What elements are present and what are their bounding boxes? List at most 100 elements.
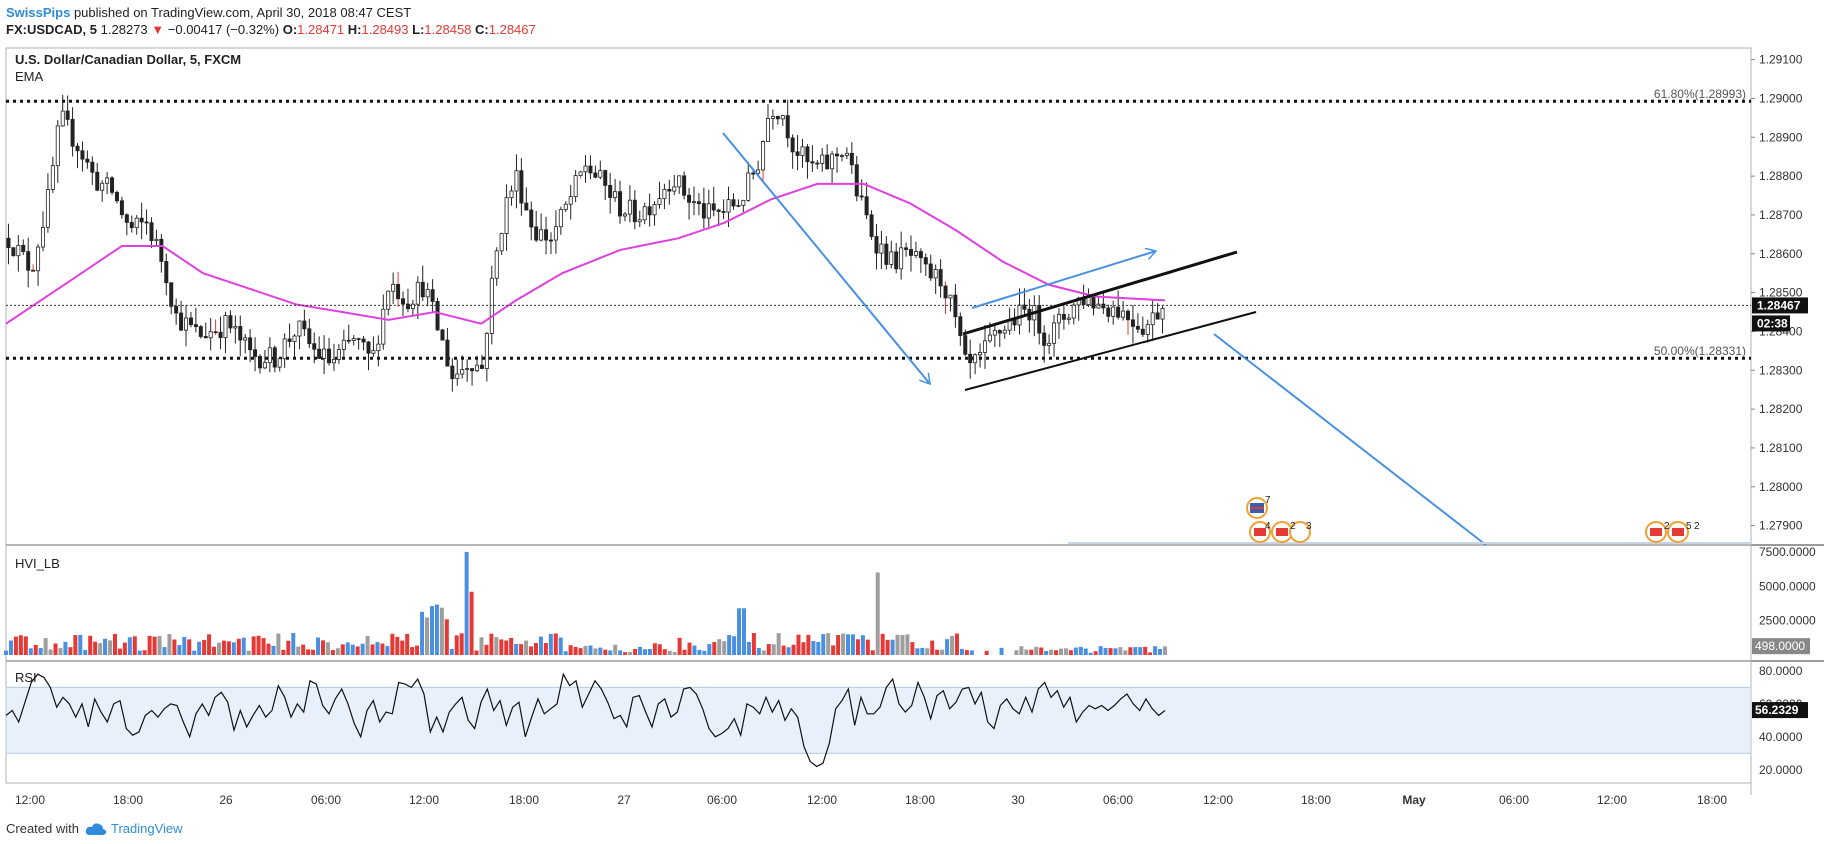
candle-body <box>642 206 647 221</box>
volume-bar <box>925 648 930 655</box>
volume-bar <box>538 636 543 655</box>
price-axis-label: 1.27900 <box>1759 519 1803 533</box>
candle-body <box>879 243 884 254</box>
volume-bar <box>415 645 420 655</box>
ca-flag-event-icon[interactable]: 4 2 3 <box>1249 521 1312 543</box>
channel-lower-line[interactable] <box>964 311 1257 391</box>
time-axis-label: 12:00 <box>1597 793 1627 807</box>
candle-body <box>593 172 598 178</box>
volume-bar <box>1118 647 1123 655</box>
channel-upper-line[interactable] <box>962 250 1238 336</box>
candle-body <box>208 331 213 339</box>
volume-bar <box>117 648 122 655</box>
volume-bar <box>484 644 489 655</box>
price-axis-label: 1.28900 <box>1759 130 1803 144</box>
candle-body <box>1056 314 1061 324</box>
candle-body <box>741 199 746 206</box>
candle-body <box>420 281 425 298</box>
volume-bar <box>618 650 623 655</box>
volume-bar <box>489 633 494 655</box>
volume-bar <box>395 636 400 655</box>
candle-body <box>80 150 85 160</box>
publish-line: SwissPips published on TradingView.com, … <box>6 4 536 21</box>
time-axis-label: 12:00 <box>1203 793 1233 807</box>
volume-bar <box>999 647 1004 655</box>
last-price: 1.28273 <box>100 22 148 37</box>
time-axis-label: 12:00 <box>15 793 45 807</box>
candle-body <box>425 289 430 298</box>
candle-body <box>1091 297 1096 309</box>
candle-body <box>765 117 770 142</box>
rsi-axis-label: 20.0000 <box>1759 763 1803 777</box>
countdown-badge: 02:38 <box>1752 315 1790 332</box>
candle-body <box>110 177 115 193</box>
candle-body <box>904 247 909 250</box>
volume-bar <box>335 648 340 655</box>
candle-body <box>509 190 514 199</box>
down-trend-arrow[interactable] <box>722 132 930 384</box>
tradingview-link[interactable]: TradingView <box>85 821 183 836</box>
volume-bar <box>1083 648 1088 655</box>
time-axis-label: 18:00 <box>113 793 143 807</box>
time-axis-label: 30 <box>1011 793 1025 807</box>
candle-body <box>371 350 376 354</box>
candle-body <box>50 165 55 190</box>
volume-bar <box>826 633 831 655</box>
candle-body <box>524 202 529 211</box>
volume-bar <box>360 643 365 655</box>
low-label: L: <box>412 22 425 37</box>
candle-body <box>1116 306 1121 318</box>
time-axis-label: 12:00 <box>409 793 439 807</box>
projection-down-line[interactable] <box>1213 333 1487 546</box>
candle-body <box>973 354 978 364</box>
time-axis-label: 06:00 <box>707 793 737 807</box>
volume-bar <box>870 650 875 655</box>
volume-bar <box>221 640 226 655</box>
candle-body <box>40 226 45 248</box>
candle-body <box>618 191 623 217</box>
volume-bar <box>202 639 207 655</box>
projection-up-arrow[interactable] <box>971 251 1156 309</box>
volume-bar <box>276 633 281 655</box>
candle-body <box>95 171 100 191</box>
candle-body <box>598 170 603 178</box>
volume-bar <box>286 640 291 655</box>
candle-body <box>302 320 307 330</box>
candle-body <box>361 338 366 343</box>
open-label: O: <box>282 22 298 37</box>
volume-bar <box>83 650 88 655</box>
volume-bar <box>325 642 330 655</box>
candle-body <box>810 161 815 164</box>
candle-body <box>835 153 840 157</box>
volume-bar <box>330 650 335 655</box>
publisher-link[interactable]: SwissPips <box>6 5 71 20</box>
us-flag-event-icon[interactable]: 7 <box>1246 495 1271 519</box>
time-axis-label: 27 <box>617 793 631 807</box>
volume-bar <box>766 643 771 655</box>
volume-bar <box>261 638 266 655</box>
candle-body <box>55 125 60 167</box>
candle-body <box>608 185 613 198</box>
candle-body <box>637 219 642 223</box>
volume-bar <box>831 645 836 655</box>
volume-bar <box>1039 647 1044 655</box>
candle-body <box>415 281 420 305</box>
candle-body <box>228 315 233 329</box>
candle-body <box>272 347 277 368</box>
candle-body <box>1121 310 1126 318</box>
volume-bar <box>950 635 955 655</box>
candle-body <box>238 326 243 341</box>
candle-body <box>1135 326 1140 330</box>
candle-body <box>706 203 711 219</box>
ca-flag-event-icon[interactable]: 2 5 2 <box>1645 521 1700 543</box>
last-price-badge: 1.28467 <box>1752 297 1808 314</box>
volume-bar <box>816 641 821 655</box>
volume-bar <box>1128 647 1133 655</box>
svg-text:3: 3 <box>1306 521 1312 532</box>
volume-bar <box>598 647 603 655</box>
candle-body <box>1106 307 1111 317</box>
candle-body <box>613 191 618 198</box>
volume-bar <box>1014 650 1019 655</box>
candle-body <box>622 213 627 217</box>
